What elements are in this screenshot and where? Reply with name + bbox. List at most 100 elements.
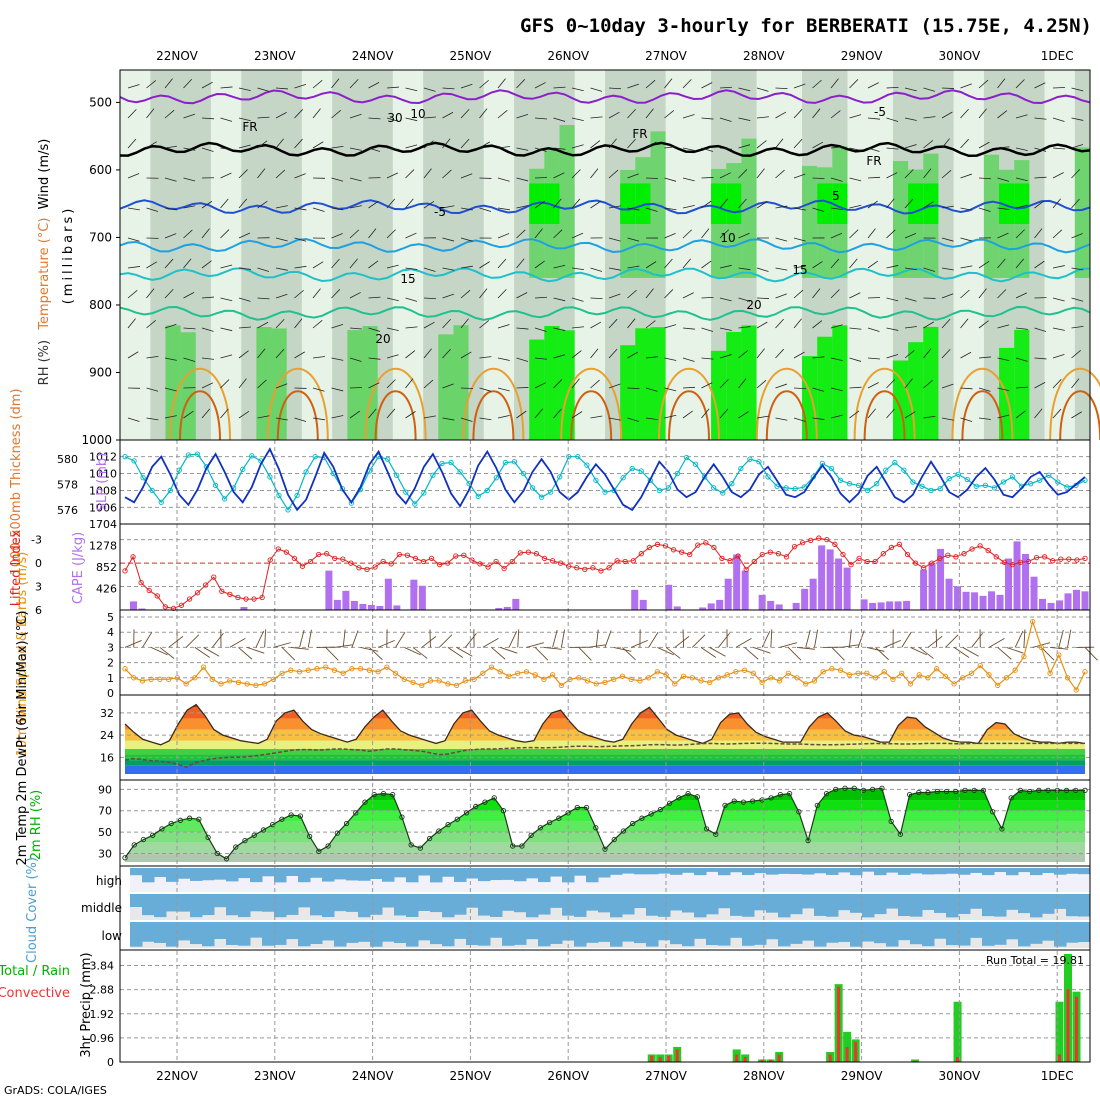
slp-point: [294, 492, 300, 499]
upper-wind-barb: [146, 261, 157, 269]
upper-wind-barb: [553, 86, 566, 89]
slp-point: [928, 487, 934, 494]
slp-point: [593, 477, 599, 483]
upper-wind-barb: [405, 198, 414, 209]
upper-wind-barb: [571, 232, 584, 239]
upper-wind-barb: [1034, 357, 1047, 360]
cloud-cover-bar: [250, 922, 263, 938]
wind-speed-point: [506, 673, 512, 679]
upper-wind-barb: [1034, 228, 1043, 239]
upper-wind-barb: [645, 417, 658, 421]
upper-wind-barb: [682, 410, 693, 419]
cloud-cover-bar: [262, 894, 275, 912]
slp-point: [720, 490, 726, 496]
cloud-cover-bar: [370, 868, 383, 880]
lifted-index-point: [953, 554, 959, 560]
upper-wind-barb: [904, 411, 916, 419]
upper-wind-barb: [534, 228, 543, 239]
rh-low-patch: [438, 334, 454, 440]
wind-speed-point: [392, 670, 399, 676]
upper-wind-barb: [386, 117, 399, 122]
cloud-cover-bar: [718, 868, 731, 876]
upper-wind-barb: [516, 292, 528, 299]
lifted-index-point: [364, 566, 370, 572]
upper-wind-barb: [738, 267, 751, 271]
date-bottom-label: 24NOV: [352, 1069, 394, 1083]
upper-wind-barb: [442, 267, 455, 271]
rh-2m-point: [159, 826, 165, 832]
contour-label: 10: [410, 107, 425, 121]
cloud-cover-bar: [130, 922, 143, 947]
contour-label: -5: [434, 205, 446, 219]
upper-wind-barb: [1071, 378, 1080, 389]
wind-speed-point: [270, 676, 277, 682]
upper-wind-barb: [386, 327, 399, 332]
upper-wind-barb: [183, 410, 194, 419]
cloud-cover-bar: [1042, 868, 1055, 873]
run-total-label: Run Total = 19.81: [986, 954, 1084, 967]
cloud-cover-bar: [742, 922, 755, 946]
boundary-contour: [276, 390, 319, 441]
upper-wind-barb: [793, 207, 806, 211]
cloud-cover-bar: [598, 894, 611, 913]
axis-tick-label: 1.92: [90, 1008, 115, 1021]
upper-wind-barb: [608, 417, 621, 421]
precip-convective-bar: [658, 1056, 662, 1062]
lifted-index-point: [235, 594, 241, 601]
cloud-cover-bar: [802, 894, 815, 909]
upper-wind-barb: [220, 297, 233, 302]
upper-wind-barb: [886, 408, 895, 419]
axis-tick-label: 90: [98, 783, 112, 796]
upper-wind-barb: [571, 378, 580, 389]
upper-wind-barb: [368, 147, 381, 152]
cloud-cover-bar: [418, 894, 431, 911]
cloud-cover-bar: [694, 868, 707, 876]
cloud-cover-bar: [994, 868, 1007, 873]
rh-2m-point: [980, 787, 987, 794]
rh-shade-cell: [1029, 70, 1046, 440]
upper-wind-barb: [553, 354, 566, 359]
upper-wind-barb: [1034, 147, 1047, 152]
wind-barb: [779, 642, 798, 648]
upper-wind-barb: [886, 229, 896, 239]
panel-frame: [119, 523, 1091, 611]
lifted-index-point: [711, 544, 717, 551]
upper-wind-barb: [386, 264, 399, 269]
axis-tick-label: 576: [57, 504, 78, 517]
upper-wind-barb: [220, 354, 233, 359]
cloud-cover-bar: [730, 868, 743, 873]
rh-2m-point: [556, 815, 562, 821]
upper-wind-barb: [775, 138, 784, 149]
cloud-cover-bar: [358, 922, 371, 942]
wind-barb: [517, 629, 520, 648]
upper-wind-barb: [331, 78, 340, 89]
cloud-cover-bar: [574, 868, 587, 876]
upper-wind-barb: [497, 289, 507, 299]
wind-barb: [500, 646, 518, 654]
date-top-label: 30NOV: [939, 49, 981, 63]
lifted-index-point: [678, 549, 685, 555]
cloud-cover-bar: [922, 922, 935, 947]
wind-speed-point: [1064, 675, 1071, 681]
upper-wind-barb: [1015, 147, 1028, 151]
wind-speed-point: [916, 672, 922, 678]
cloud-cover-bar: [166, 922, 179, 947]
wind-speed-point: [148, 676, 154, 682]
upper-wind-barb: [331, 289, 341, 299]
upper-wind-barb: [1052, 353, 1065, 359]
rh-low-patch: [892, 360, 909, 440]
upper-wind-barb: [867, 228, 876, 239]
upper-wind-barb: [220, 264, 233, 269]
upper-wind-barb: [793, 265, 806, 269]
precip-convective-bar: [913, 1060, 917, 1062]
upper-wind-barb: [331, 387, 344, 392]
upper-wind-barb: [627, 417, 640, 422]
cloud-cover-bar: [886, 894, 899, 909]
slp-point: [665, 485, 672, 491]
upper-wind-barb: [849, 410, 860, 419]
upper-wind-barb: [479, 387, 492, 392]
lifted-index-point: [122, 568, 128, 574]
wind-speed-point: [837, 667, 844, 673]
rh-shade-cell: [968, 70, 985, 440]
